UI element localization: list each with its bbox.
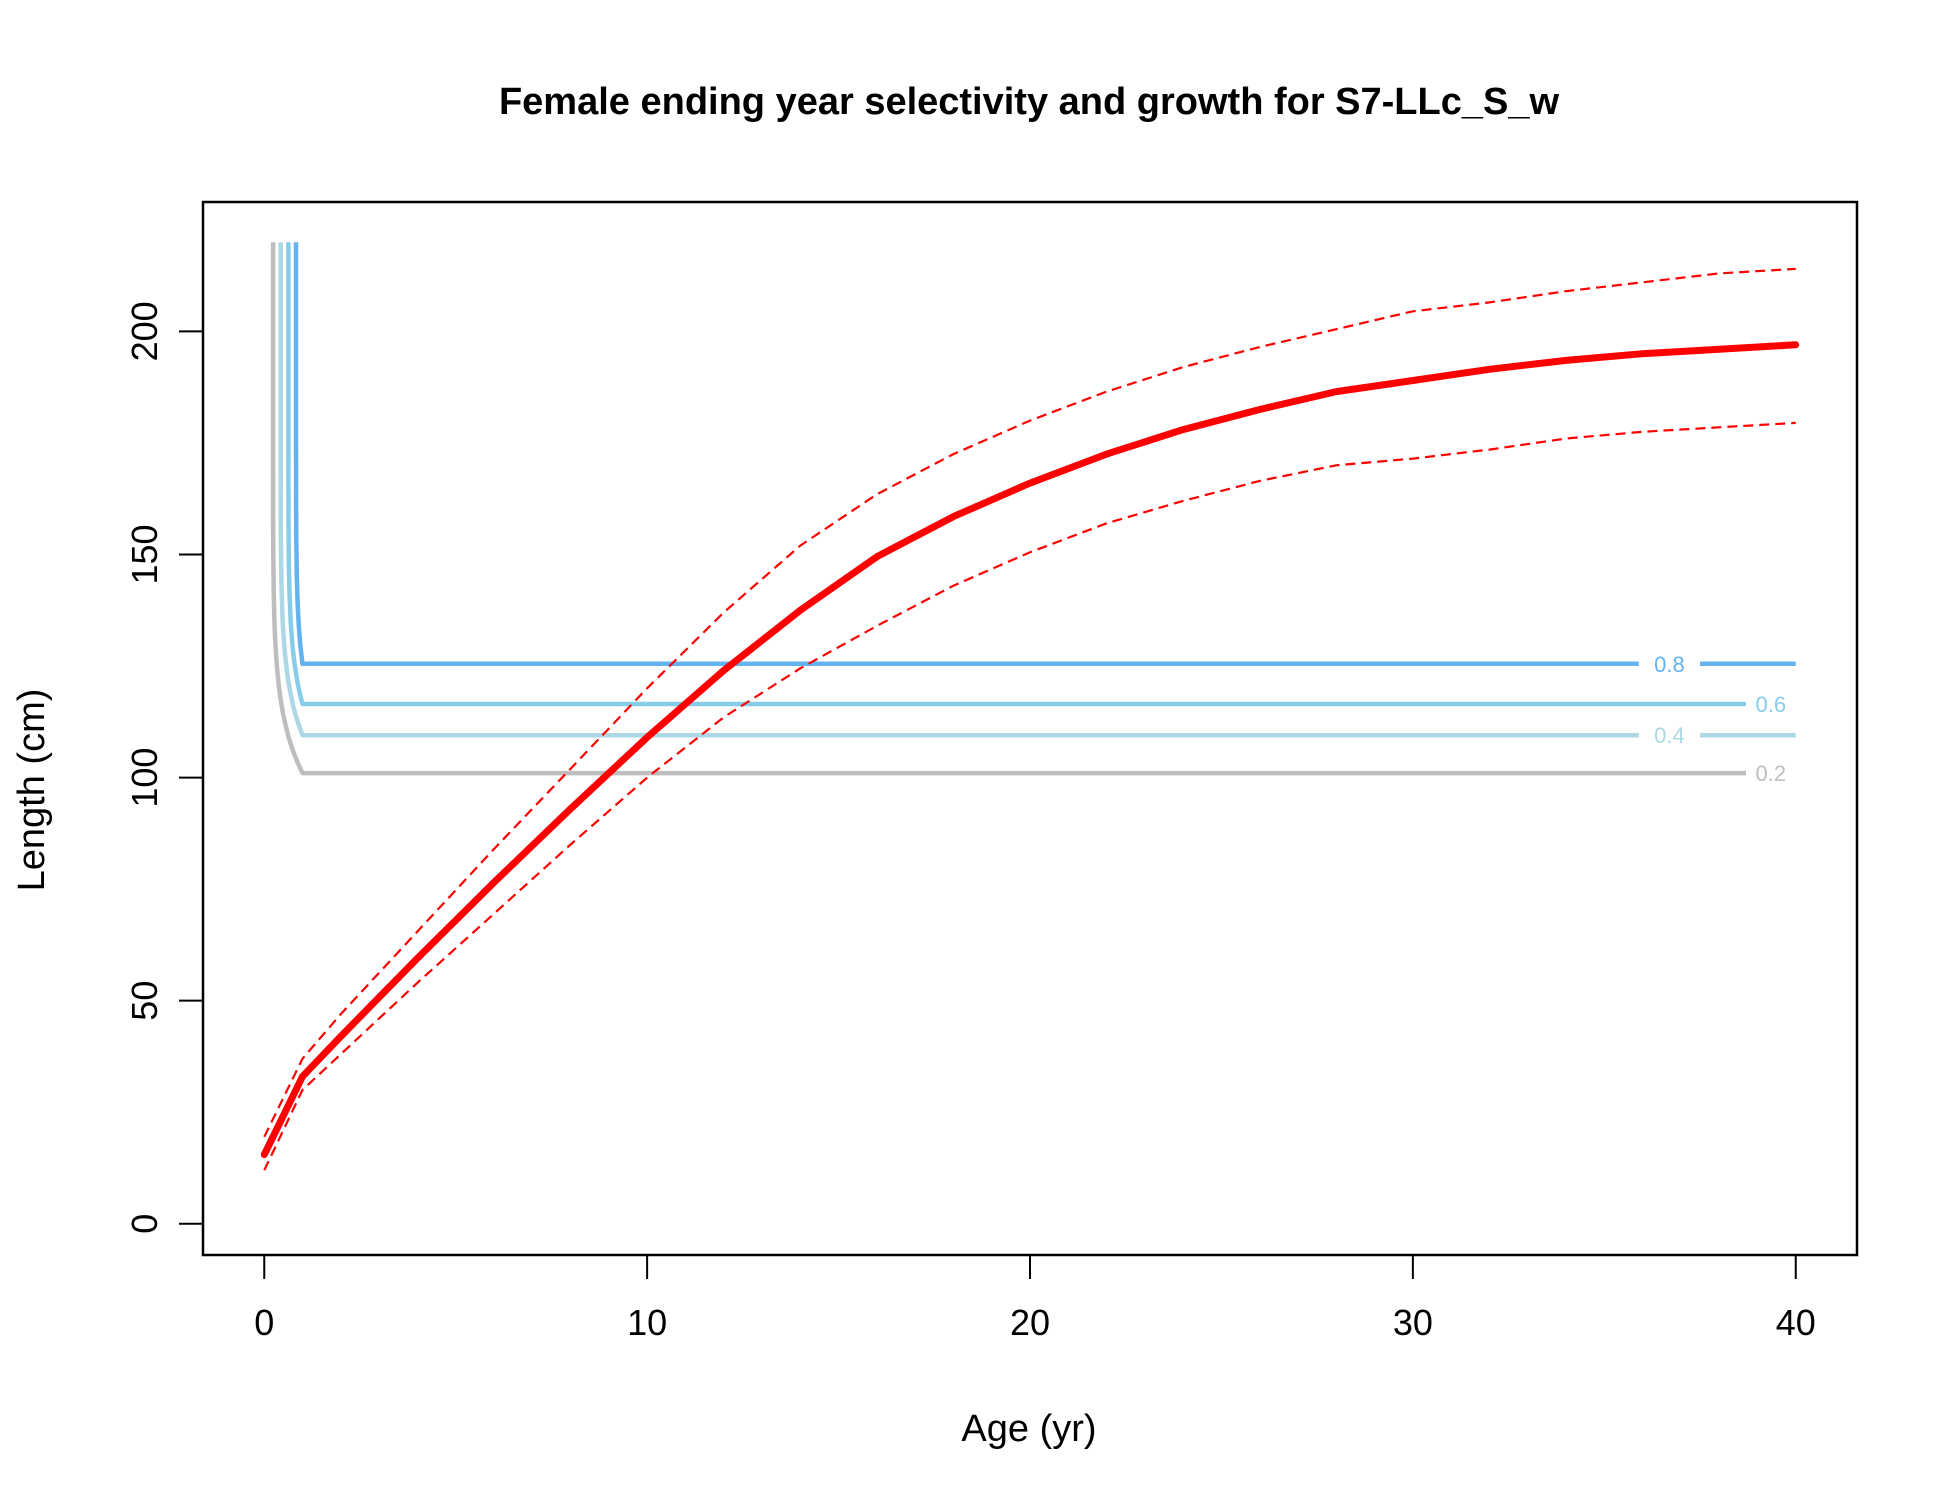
y-tick-label-0: 0 [124,1214,165,1234]
selectivity-contour-0.8-seg0 [293,242,1639,667]
x-tick-label-10: 10 [627,1302,667,1343]
y-tick-label-200: 200 [124,301,165,361]
x-tick-label-30: 30 [1393,1302,1433,1343]
y-axis: 0 50 100 150 200 [124,301,204,1234]
growth-mean-line [260,341,1800,1159]
x-tick-label-20: 20 [1010,1302,1050,1343]
x-tick-label-40: 40 [1776,1302,1816,1343]
y-tick-label-100: 100 [124,748,165,808]
y-axis-title: Length (cm) [11,689,53,892]
chart-title: Female ending year selectivity and growt… [499,81,1560,123]
plot-frame [201,200,1859,1257]
selectivity-contour-0.4-seg0 [278,242,1639,738]
x-axis-title: Age (yr) [961,1408,1096,1450]
contour-label-0.8: 0.8 [1654,652,1685,677]
contour-label-0.6: 0.6 [1756,692,1787,717]
selectivity-contour-0.6-seg0 [286,242,1746,707]
y-tick-label-150: 150 [124,524,165,584]
contour-label-0.4: 0.4 [1654,723,1685,748]
growth-lower-ci-line [263,421,1796,1171]
y-tick-label-50: 50 [124,981,165,1021]
x-tick-label-0: 0 [254,1302,274,1343]
plot-marks: 0.8 0.6 0.4 0.2 [260,242,1800,1171]
contour-label-0.2: 0.2 [1756,761,1787,786]
x-axis: 0 10 20 30 40 [254,1254,1816,1343]
selectivity-contour-0.2-seg0 [270,242,1746,776]
